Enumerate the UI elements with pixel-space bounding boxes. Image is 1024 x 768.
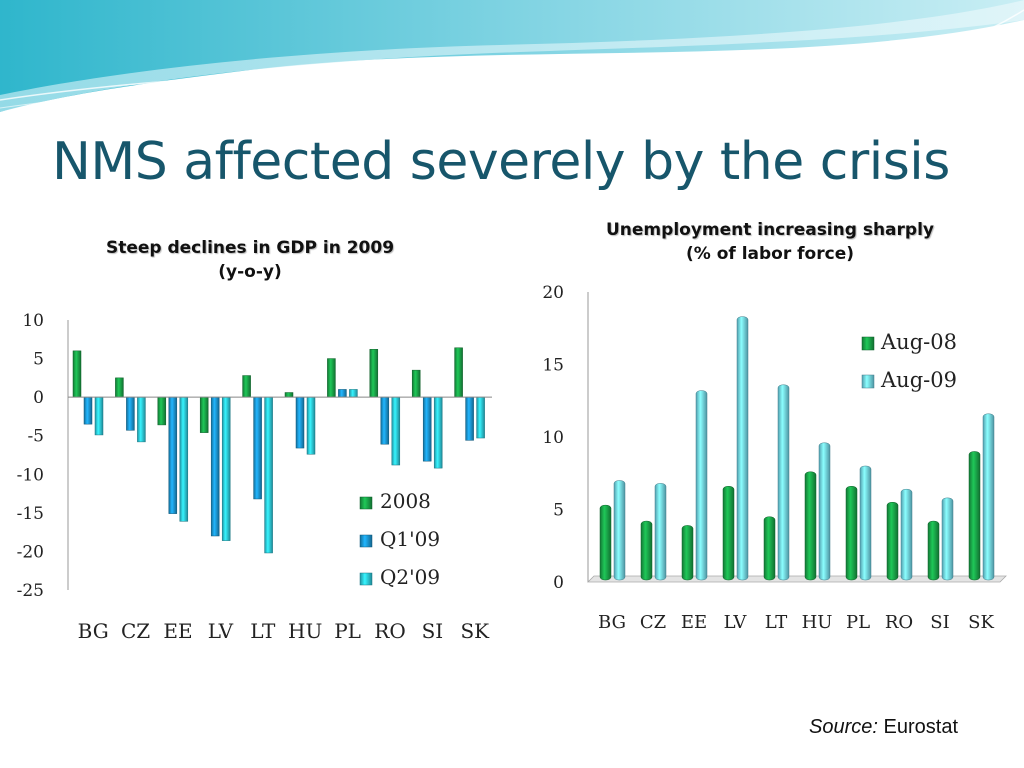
gdp-legend-swatch [359, 572, 373, 586]
unemp-bar [599, 504, 612, 581]
unemp-bar [968, 451, 981, 581]
gdp-y-tick-label: -10 [17, 465, 44, 485]
unemp-bar [736, 316, 749, 581]
gdp-x-tick-label: RO [374, 619, 405, 643]
gdp-legend-swatch [359, 496, 373, 510]
unemp-y-tick-label: 10 [542, 428, 564, 448]
gdp-y-tick-label: -5 [27, 427, 44, 447]
gdp-y-tick-label: -20 [17, 542, 44, 562]
unemp-bar [722, 486, 735, 581]
unemp-legend-swatch [861, 336, 875, 351]
gdp-x-tick-label: LV [208, 619, 234, 643]
unemp-x-tick-label: EE [681, 612, 707, 633]
gdp-y-tick-label: -15 [17, 504, 44, 524]
gdp-x-tick-label: EE [163, 619, 192, 643]
unemp-x-tick-label: LT [765, 612, 788, 633]
gdp-y-tick-label: 0 [33, 388, 44, 408]
unemp-legend-label: Aug-08 [880, 330, 957, 354]
unemp-y-tick-label: 0 [553, 573, 564, 593]
unemp-x-tick-label: SK [968, 612, 994, 633]
unemp-bar [804, 471, 817, 581]
source-value: Eurostat [883, 716, 958, 738]
gdp-chart-title: Steep declines in GDP in 2009 [105, 238, 395, 258]
unemp-x-tick-label: HU [802, 612, 833, 633]
gdp-x-tick-label: SK [460, 619, 490, 643]
gdp-y-tick-label: 10 [22, 311, 44, 331]
unemp-x-tick-label: LV [724, 612, 748, 633]
gdp-x-tick-label: CZ [121, 619, 150, 643]
unemp-y-tick-label: 15 [542, 356, 564, 376]
unemp-bar [941, 497, 954, 581]
unemp-bar [613, 480, 626, 581]
slide-title: NMS affected severely by the crisis [52, 132, 950, 192]
unemp-bar [777, 384, 790, 581]
unemp-x-tick-label: SI [930, 612, 949, 633]
unemp-bar [845, 486, 858, 581]
gdp-legend-label: Q2'09 [380, 565, 440, 589]
unemp-bar [927, 520, 940, 581]
unemp-legend-label: Aug-09 [880, 368, 957, 392]
source-label: Source: [809, 716, 878, 738]
unemp-x-tick-label: BG [598, 612, 626, 633]
gdp-x-tick-label: BG [78, 619, 109, 643]
gdp-y-tick-label: -25 [17, 581, 44, 601]
gdp-x-tick-label: LT [250, 619, 276, 643]
header-wave-decoration [0, 0, 1024, 112]
unemp-x-tick-label: PL [846, 612, 870, 633]
unemployment-chart-title: Unemployment increasing sharply [606, 220, 934, 240]
unemp-bar [818, 442, 831, 581]
gdp-y-tick-label: 5 [33, 350, 44, 370]
unemp-bar [695, 390, 708, 581]
gdp-legend-label: Q1'09 [380, 527, 440, 551]
unemp-y-tick-label: 5 [553, 501, 564, 521]
unemp-legend-swatch [861, 374, 875, 389]
gdp-chart-title-block: Steep declines in GDP in 2009 (y-o-y) [70, 236, 430, 284]
unemp-bar [640, 520, 653, 581]
gdp-legend-swatch [359, 534, 373, 548]
unemp-bar [681, 525, 694, 581]
unemp-bar [654, 483, 667, 581]
gdp-legend-label: 2008 [380, 489, 431, 513]
source-note: Source: Eurostat [809, 716, 958, 739]
unemployment-chart-title-block: Unemployment increasing sharply (% of la… [580, 218, 960, 266]
unemp-x-tick-label: CZ [640, 612, 666, 633]
unemployment-chart-subtitle: (% of labor force) [686, 244, 854, 264]
unemp-y-tick-label: 20 [542, 283, 564, 303]
gdp-chart-subtitle: (y-o-y) [218, 262, 282, 282]
unemp-bar [982, 413, 995, 581]
unemp-bar [763, 516, 776, 581]
gdp-x-tick-label: SI [422, 619, 444, 643]
gdp-x-tick-label: HU [288, 619, 322, 643]
unemp-bar [900, 488, 913, 581]
gdp-x-tick-label: PL [334, 619, 361, 643]
unemp-x-tick-label: RO [885, 612, 913, 633]
unemp-bar [886, 502, 899, 581]
unemp-bar [859, 465, 872, 581]
